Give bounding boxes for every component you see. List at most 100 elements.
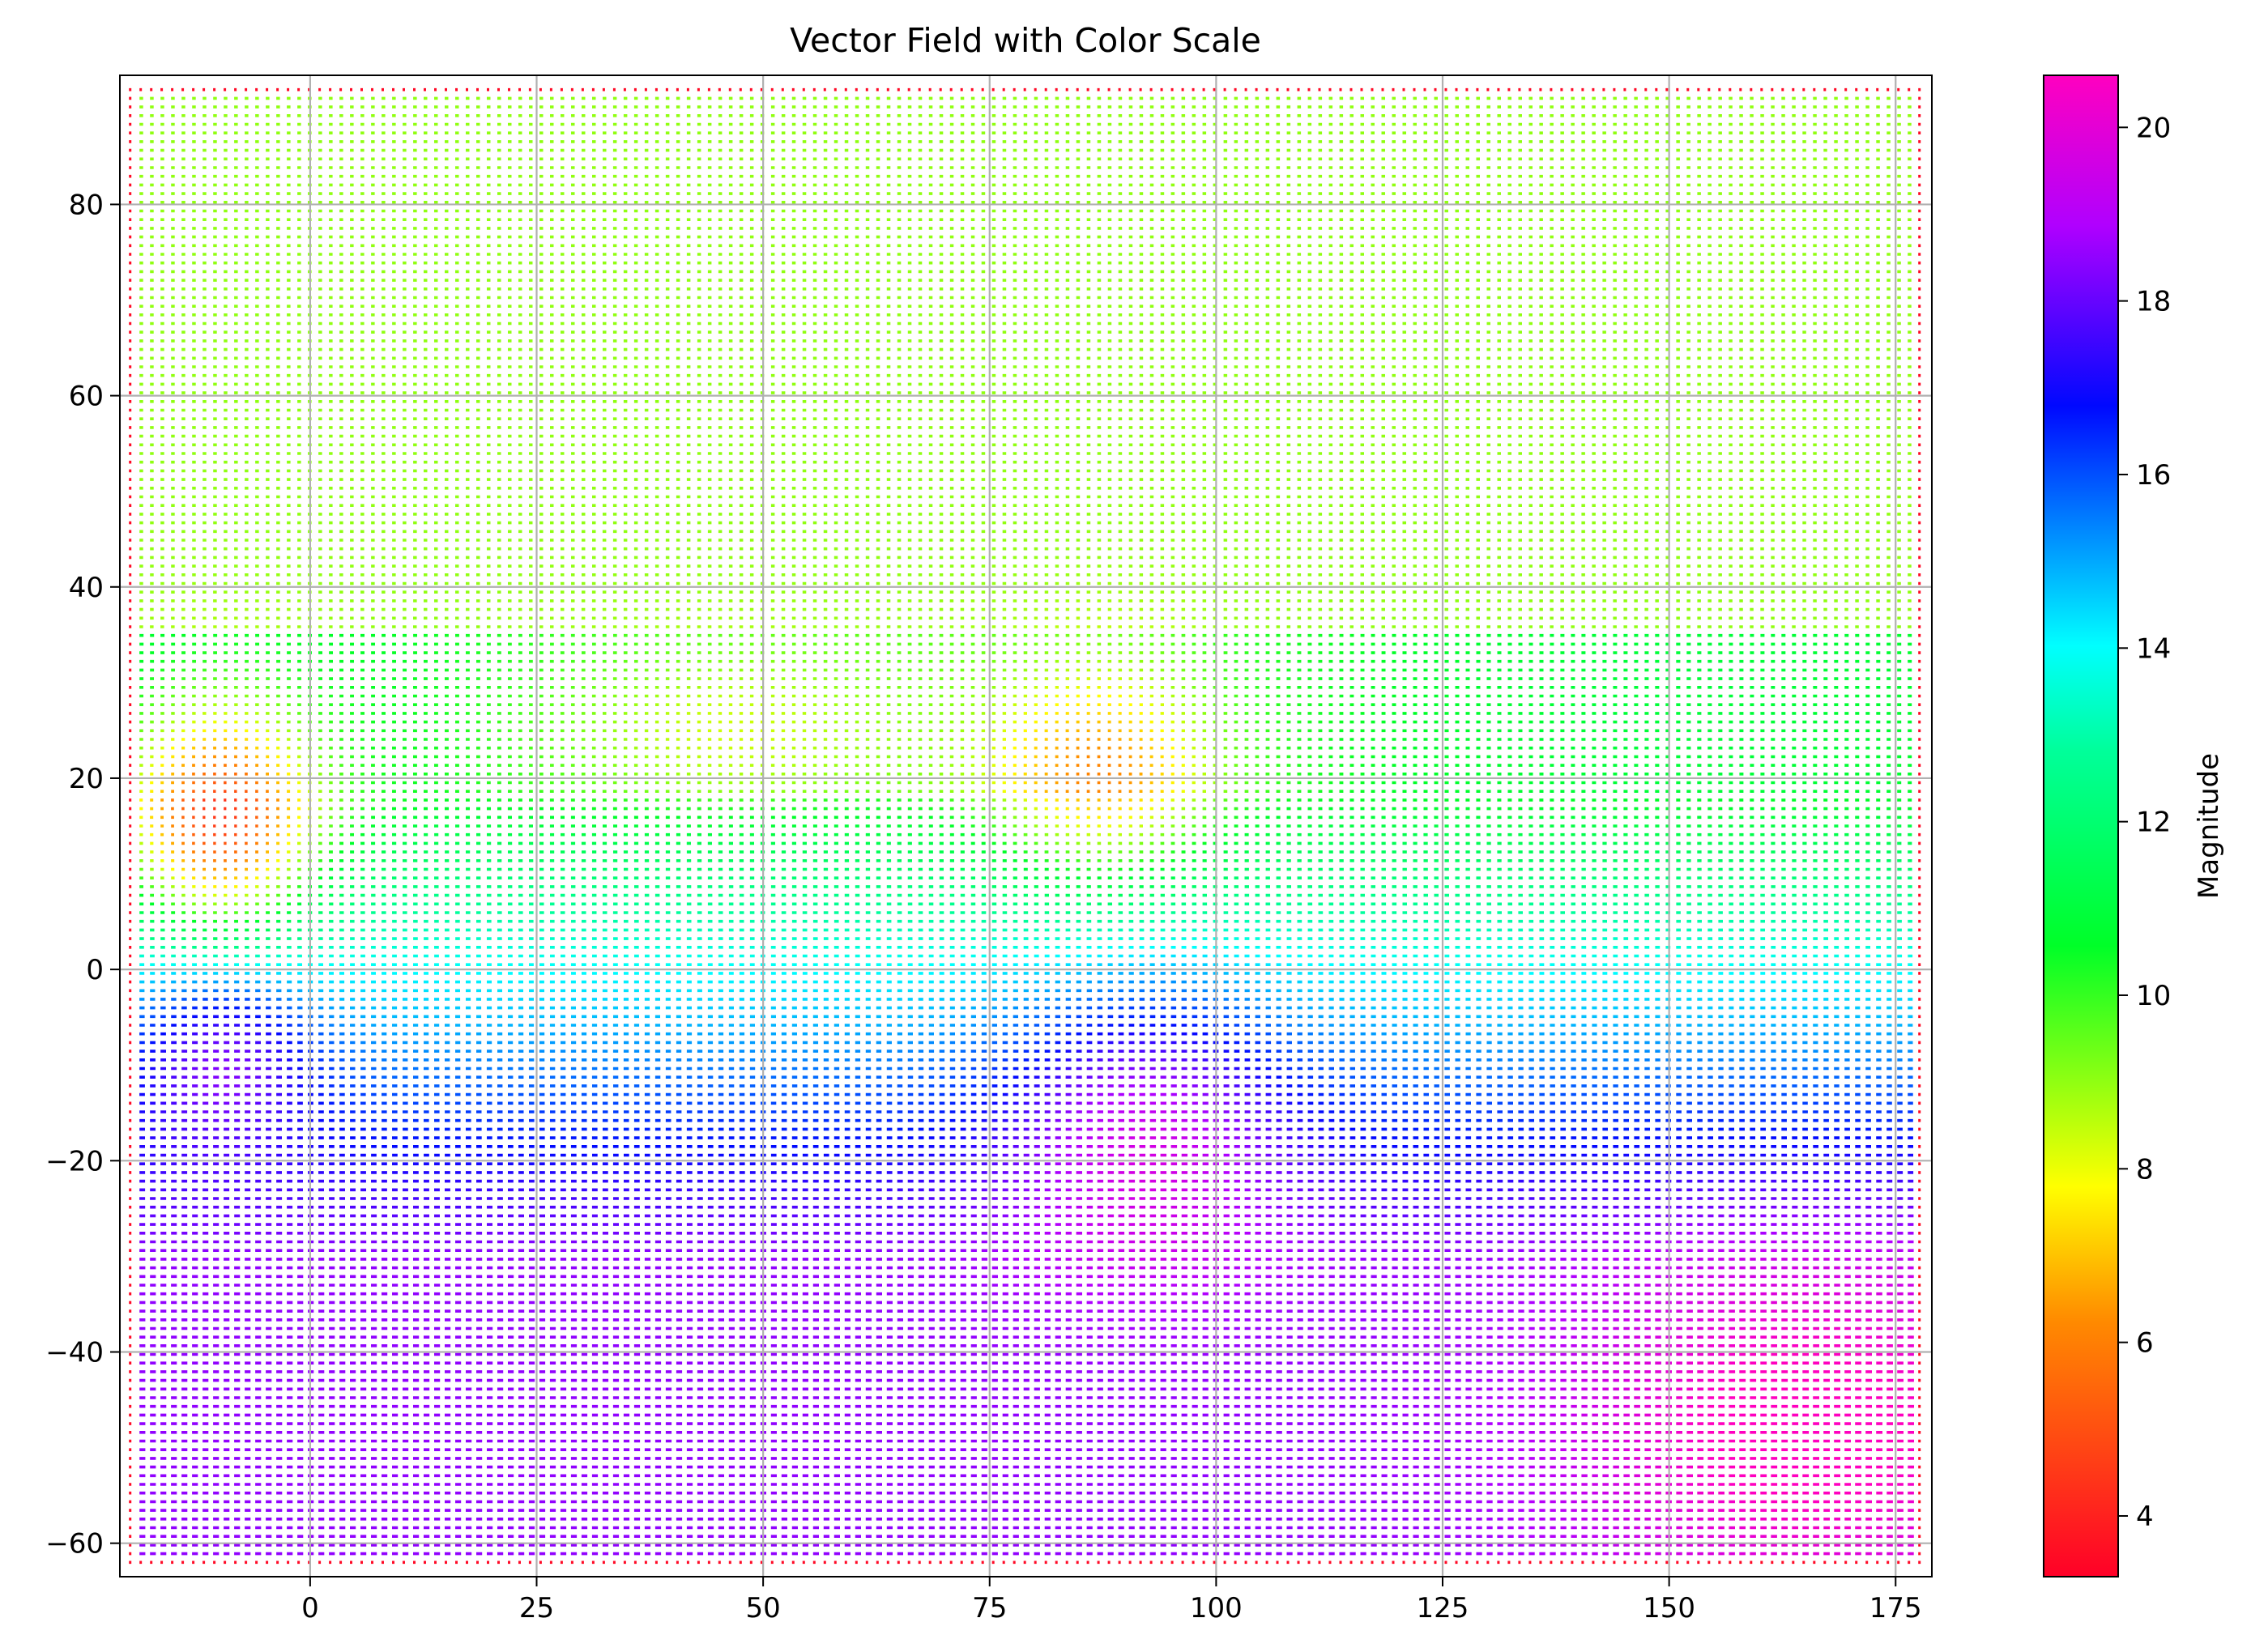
arrow-group: [1013, 764, 1175, 820]
arrow-group: [907, 876, 1270, 906]
arrow-group: [1697, 1326, 1809, 1530]
arrow-group: [192, 867, 1281, 940]
arrow-group: [329, 963, 1355, 975]
arrow-group: [360, 919, 1176, 932]
arrow-group: [1118, 1145, 1904, 1512]
arrow-group: [434, 972, 1913, 1019]
arrow-group: [487, 928, 1912, 940]
x-tick-label: 25: [519, 1592, 554, 1624]
arrow-group: [171, 633, 1270, 793]
arrow-group: [424, 980, 1808, 1045]
arrow-group: [266, 824, 1260, 923]
arrow-group: [287, 1050, 1892, 1157]
arrow-group: [1571, 1258, 1714, 1478]
arrow-group: [266, 642, 1260, 906]
arrow-group: [413, 963, 1913, 975]
y-tick-label: 0: [86, 954, 104, 986]
arrow-group: [255, 989, 1429, 1062]
arrow-group: [139, 633, 933, 914]
arrow-group: [970, 1127, 1682, 1556]
arrow-group: [802, 642, 1123, 698]
arrow-group: [139, 738, 175, 828]
arrow-group: [213, 712, 1175, 767]
arrow-group: [329, 963, 1408, 1010]
arrow-group: [392, 946, 1913, 966]
arrow-group: [1086, 1101, 1651, 1322]
arrow-group: [392, 1058, 1693, 1165]
arrow-group: [192, 790, 248, 820]
arrow-group: [150, 1024, 1671, 1113]
arrow-group: [181, 1075, 1293, 1218]
arrow-group: [897, 946, 1408, 966]
arrow-group: [1034, 1153, 1682, 1556]
arrow-group: [939, 1084, 1861, 1556]
arrow-group: [203, 633, 1238, 785]
arrow-group: [139, 1032, 1851, 1165]
arrow-group: [160, 824, 248, 871]
arrow-group: [329, 919, 944, 940]
x-tick-label: 125: [1417, 1592, 1469, 1624]
arrow-group: [203, 928, 976, 958]
arrow-group: [171, 738, 1080, 785]
arrow-group: [160, 1024, 1556, 1131]
arrow-group: [350, 1171, 1672, 1183]
arrow-group: [318, 633, 1017, 759]
x-tick-label: 50: [746, 1592, 781, 1624]
arrow-group: [139, 1024, 1545, 1148]
y-tick-label: −60: [45, 1528, 104, 1560]
arrow-group: [360, 954, 1208, 984]
arrow-group: [949, 946, 1366, 958]
arrow-group: [171, 876, 1912, 940]
arrow-group: [150, 642, 1217, 914]
y-tick-label: 60: [69, 381, 104, 413]
arrow-group: [276, 642, 1344, 811]
arrow-group: [276, 832, 1312, 923]
arrow-group: [339, 885, 1018, 914]
arrow-group: [171, 1110, 1893, 1218]
arrow-group: [918, 1075, 1440, 1252]
arrow-group: [591, 642, 1228, 793]
arrow-group: [350, 1067, 1871, 1122]
arrow-group: [1623, 1292, 1851, 1556]
arrow-group: [382, 911, 1302, 923]
arrow-group: [371, 980, 1429, 1045]
arrow-group: [318, 998, 1281, 1088]
arrow-group: [297, 677, 1196, 845]
arrow-group: [171, 1006, 1639, 1105]
arrow-group: [266, 633, 1333, 837]
arrow-group: [1097, 1145, 1872, 1530]
arrow-group: [371, 954, 1387, 984]
colorbar-tick-label: 14: [2136, 632, 2171, 665]
arrow-group: [676, 703, 744, 733]
arrow-group: [245, 659, 1228, 906]
arrow-group: [1771, 1292, 1882, 1305]
arrow-group: [865, 1015, 1913, 1096]
arrow-group: [339, 998, 1429, 1019]
arrow-group: [192, 980, 1618, 1036]
arrow-group: [1097, 1024, 1913, 1131]
chart-title: Vector Field with Color Scale: [790, 21, 1261, 60]
arrow-group: [1034, 1041, 1366, 1105]
arrow-group: [1192, 1232, 1619, 1469]
arrow-group: [139, 1015, 1682, 1165]
arrow-group: [991, 911, 1324, 923]
arrow-group: [1276, 1179, 1661, 1235]
arrow-group: [224, 633, 1238, 802]
arrow-group: [1034, 1101, 1882, 1538]
arrow-group: [329, 1024, 1692, 1139]
arrow-group: [371, 998, 1913, 1079]
arrow-group: [308, 633, 1354, 845]
arrow-group: [181, 1067, 1882, 1209]
arrow-group: [318, 1075, 1693, 1244]
arrow-group: [192, 764, 258, 854]
arrow-group: [371, 1110, 1682, 1174]
arrow-group: [318, 972, 1913, 984]
arrow-group: [382, 633, 1439, 871]
arrow-group: [181, 1050, 1640, 1200]
arrow-group: [234, 633, 1196, 811]
arrow-group: [371, 911, 1912, 923]
arrow-group: [876, 1024, 1418, 1079]
arrow-group: [139, 564, 1249, 785]
arrow-group: [213, 764, 269, 862]
arrow-group: [139, 556, 1260, 785]
